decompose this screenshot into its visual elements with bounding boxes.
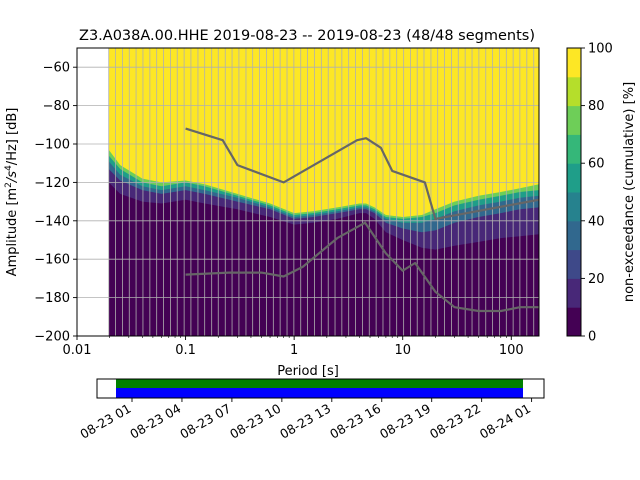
time-tick-label: 08-23 04 <box>127 401 183 442</box>
colorbar-tick-label: 80 <box>588 99 605 114</box>
plot-frame <box>76 47 540 337</box>
colorbar-tick-label: 20 <box>588 272 605 287</box>
colorbar-step <box>567 48 581 78</box>
colorbar-step <box>567 278 581 308</box>
coverage-bar-blue <box>116 388 523 398</box>
y-tick-label: −200 <box>34 330 70 345</box>
colorbar-tick-label: 0 <box>588 330 596 345</box>
y-tick-label: −80 <box>43 99 70 114</box>
y-axis-label-mid: /s <box>5 171 20 183</box>
time-tick-label: 08-23 22 <box>427 401 483 442</box>
x-tick-label: 0.1 <box>175 343 196 358</box>
x-tick-label: 0.01 <box>63 343 92 358</box>
colorbar-step <box>567 76 581 107</box>
colorbar-tick-label: 40 <box>588 214 605 229</box>
x-tick-label: 1 <box>290 343 298 358</box>
colorbar-ticks: 0 20 40 60 80 100 <box>581 42 613 345</box>
colorbar-step <box>567 134 581 164</box>
colorbar-tick-label: 100 <box>588 42 613 57</box>
time-tick-label: 08-23 10 <box>227 401 283 442</box>
y-tick-label: −160 <box>34 253 70 268</box>
y-axis-label-sup2: 4 <box>4 165 14 171</box>
time-tick-label: 08-23 07 <box>177 401 233 442</box>
y-tick-label: −120 <box>34 176 70 191</box>
time-tick-label: 08-23 01 <box>77 401 133 442</box>
time-tick-label: 08-24 01 <box>477 401 533 442</box>
y-axis-label-sup1: 2 <box>4 182 14 188</box>
time-tick-label: 08-23 16 <box>327 401 383 442</box>
y-tick-label: −180 <box>34 291 70 306</box>
colorbar-tick-label: 60 <box>588 157 605 172</box>
y-tick-label: −60 <box>43 61 70 76</box>
low-noise-model-line <box>185 221 539 313</box>
colorbar-step <box>567 163 581 193</box>
colorbar-step <box>567 192 581 222</box>
y-axis-label: Amplitude [m2/s4/Hz] [dB] <box>4 108 20 277</box>
x-tick-label: 100 <box>499 343 524 358</box>
y-axis-label-prefix: Amplitude [m <box>5 188 20 277</box>
chart-title: Z3.A038A.00.HHE 2019-08-23 -- 2019-08-23… <box>79 28 535 44</box>
high-noise-model-line <box>185 127 539 220</box>
colorbar-step <box>567 249 581 279</box>
grid <box>77 48 539 336</box>
time-tick-label: 08-23 19 <box>377 401 433 442</box>
x-tick-label: 10 <box>394 343 411 358</box>
coverage-bar-green <box>116 379 523 388</box>
colorbar: 0 20 40 60 80 100 non-exceedance (cumulative)… <box>566 42 637 345</box>
x-axis-ticks: 0.01 0.1 1 10 100 <box>63 336 524 358</box>
colorbar-step <box>567 105 581 135</box>
colorbar-label: non-exceedance (cumulative) [%] <box>622 82 637 302</box>
time-tick-label: 08-23 13 <box>277 401 333 442</box>
psd-histogram <box>108 48 539 336</box>
colorbar-frame <box>566 47 582 337</box>
y-tick-label: −100 <box>34 138 70 153</box>
colorbar-step <box>567 307 581 337</box>
y-axis-ticks: −60 −80 −100 −120 −140 −160 −180 −200 <box>34 61 77 345</box>
plot-area: 0.01 0.1 1 10 100 −60 −80 −100 −120 −140 −160 −180… <box>34 47 540 358</box>
noise-model-lines <box>185 127 539 313</box>
y-axis-label-suffix: /Hz] [dB] <box>5 108 20 166</box>
colorbar-step <box>567 220 581 251</box>
y-tick-label: −140 <box>34 214 70 229</box>
time-coverage-frame <box>96 378 545 399</box>
x-axis-label: Period [s] <box>277 364 339 379</box>
